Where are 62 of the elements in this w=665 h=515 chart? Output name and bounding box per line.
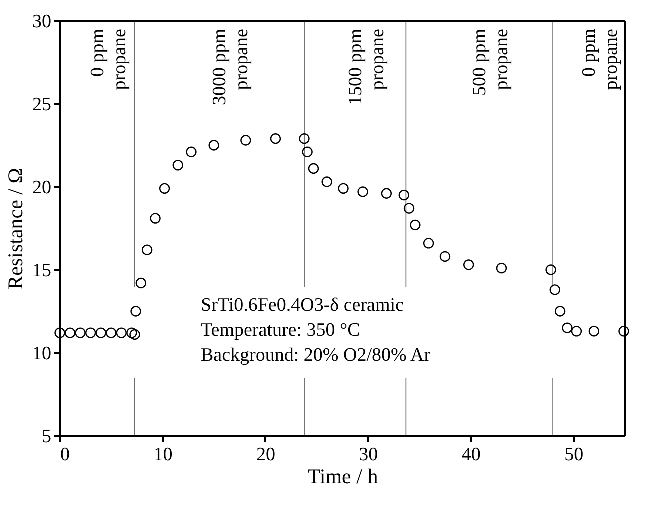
point [464,260,474,270]
point [126,328,138,338]
point [496,263,508,274]
y-tick-label: 5 [42,426,52,448]
annotation: 0 ppm propane [579,28,622,90]
annotation: 3000 ppm propane [210,28,253,106]
y-tick-label: 30 [32,12,52,32]
point [64,328,76,338]
y-tick-label: 25 [32,94,52,116]
x-tick-label: 10 [154,444,173,466]
point [562,322,573,334]
point [404,203,415,214]
point [338,183,349,194]
point [130,329,140,340]
annotation: Temperature: 350 °C [201,320,360,341]
point [150,213,161,224]
point [96,328,106,338]
point [159,183,170,194]
x-tick-label: 0 [60,444,70,466]
annotation: Background: 20% O2/80% Ar [201,345,432,366]
point [410,220,421,231]
y-axis-title: Resistance / Ω [4,168,28,290]
point [172,160,184,171]
point [208,140,220,151]
point [136,278,146,289]
annotation: 0 ppm propane [87,28,130,90]
point [322,176,332,188]
point [588,326,600,337]
point [240,135,252,146]
x-tick-label: 50 [564,444,584,466]
y-tick-label: 15 [32,260,52,282]
point [130,306,142,317]
point [116,328,127,338]
point [75,328,86,338]
point [308,163,320,174]
annotation: 500 ppm propane [470,28,513,96]
y-tick-label: 10 [32,344,52,364]
point [546,264,556,276]
point [554,306,566,317]
point [85,328,96,338]
point [299,134,310,144]
point [423,238,434,249]
point [381,188,392,199]
point [142,244,153,256]
point [186,146,197,158]
x-tick-label: 40 [462,444,481,466]
point [106,328,117,338]
x-axis-title: Time / h [308,464,379,488]
point [550,284,560,296]
point [302,146,313,158]
point [618,326,630,337]
point [358,186,368,198]
point [398,190,410,201]
point [571,326,582,337]
annotation: SrTi0.6Fe0.4O3-δ ceramic [201,295,404,316]
y-tick-label: 20 [32,178,52,198]
annotation: 1500 ppm propane [345,28,388,106]
point [270,134,282,144]
point [54,328,66,338]
point [440,251,451,262]
x-tick-label: 30 [359,444,378,466]
x-tick-label: 20 [256,444,276,466]
